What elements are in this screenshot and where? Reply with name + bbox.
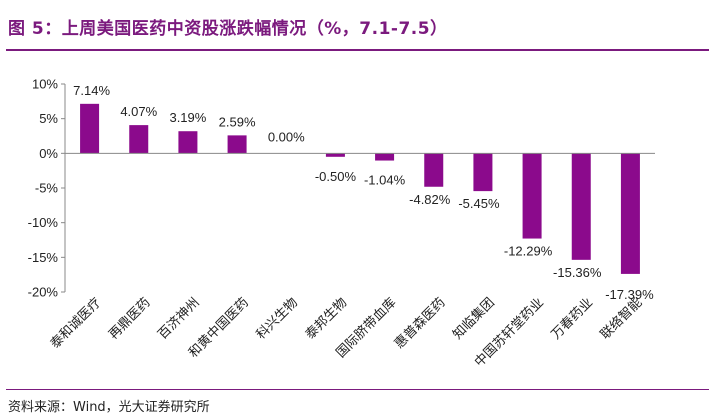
value-label: 7.14%: [73, 83, 110, 98]
bar: [227, 135, 247, 154]
bar: [80, 103, 100, 154]
value-label: 2.59%: [219, 114, 256, 129]
category-label: 科兴生物: [254, 295, 301, 342]
category-label: 泰和诚医疗: [48, 295, 105, 352]
y-tick-label: -5%: [35, 181, 59, 196]
source-rule: [6, 389, 709, 390]
category-label: 再鼎医药: [106, 295, 153, 342]
bar: [424, 153, 444, 187]
category-label: 知临集团: [450, 295, 498, 343]
y-tick-label: -20%: [28, 285, 59, 300]
title-rule: [6, 49, 709, 51]
bar: [620, 153, 640, 274]
value-label: 3.19%: [169, 110, 206, 125]
category-label: 泰邦生物: [303, 295, 350, 342]
bars: [80, 103, 640, 274]
y-axis: 10% 5% 0% -5% -10% -15% -20%: [28, 77, 66, 300]
bar: [375, 153, 395, 161]
value-label: -5.45%: [458, 196, 500, 211]
y-tick-label: 10%: [32, 77, 58, 92]
source-label: 资料来源：: [8, 400, 74, 415]
value-label: 0.00%: [268, 129, 305, 144]
bar-chart: 10% 5% 0% -5% -10% -15% -20% 7.14% 4.07% 3.19% 2.…: [28, 77, 655, 371]
category-label: 惠普森医药: [392, 295, 449, 352]
bar: [325, 153, 345, 157]
value-label: -17.39%: [605, 287, 654, 302]
value-labels: 7.14% 4.07% 3.19% 2.59% 0.00% -0.50% -1.04%-4.…: [73, 83, 654, 302]
source-text: Wind，光大证券研究所: [73, 400, 210, 415]
value-label: -1.04%: [364, 173, 406, 188]
category-label: 万春药业: [549, 295, 596, 342]
bar: [473, 153, 493, 192]
y-tick-label: -10%: [28, 215, 59, 230]
bar: [571, 153, 591, 260]
value-label: -4.82%: [409, 192, 451, 207]
category-label: 百济神州: [155, 295, 202, 342]
y-tick-label: 5%: [39, 111, 58, 126]
bar: [178, 131, 198, 154]
bar: [522, 153, 542, 239]
figure-title: 图 5：上周美国医药中资股涨跌幅情况（%，7.1-7.5）: [8, 19, 448, 39]
y-tick-label: -15%: [28, 250, 59, 265]
value-label: 4.07%: [120, 104, 157, 119]
value-label: -15.36%: [553, 265, 602, 280]
bar: [129, 125, 149, 154]
value-label: -0.50%: [315, 169, 357, 184]
source-note: 资料来源：Wind，光大证券研究所: [8, 396, 210, 415]
y-tick-label: 0%: [39, 146, 58, 161]
value-label: -12.29%: [504, 244, 553, 259]
